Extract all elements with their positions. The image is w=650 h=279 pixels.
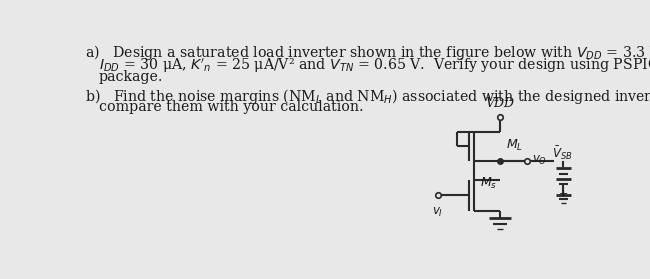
Text: a)   Design a saturated load inverter shown in the figure below with $V_{DD}$ = : a) Design a saturated load inverter show… [85,43,650,62]
Text: $M_s$: $M_s$ [480,176,497,191]
Text: package.: package. [99,70,164,85]
Text: VDD: VDD [486,97,514,110]
Text: b)   Find the noise margins (NM$_L$ and NM$_H$) associated with the designed inv: b) Find the noise margins (NM$_L$ and NM… [85,86,650,106]
Text: $v_I$: $v_I$ [432,206,443,219]
Text: +: + [558,189,568,199]
Text: $M_L$: $M_L$ [506,138,523,153]
Text: $\bar{V}_{SB}$: $\bar{V}_{SB}$ [552,145,573,162]
Text: $v_O$: $v_O$ [532,154,547,167]
Text: $I_{DD}$ = 30 μA, $K'_n$ = 25 μA/V² and $V_{TN}$ = 0.65 V.  Verify your design u: $I_{DD}$ = 30 μA, $K'_n$ = 25 μA/V² and … [99,57,650,75]
Text: compare them with your calculation.: compare them with your calculation. [99,100,364,114]
